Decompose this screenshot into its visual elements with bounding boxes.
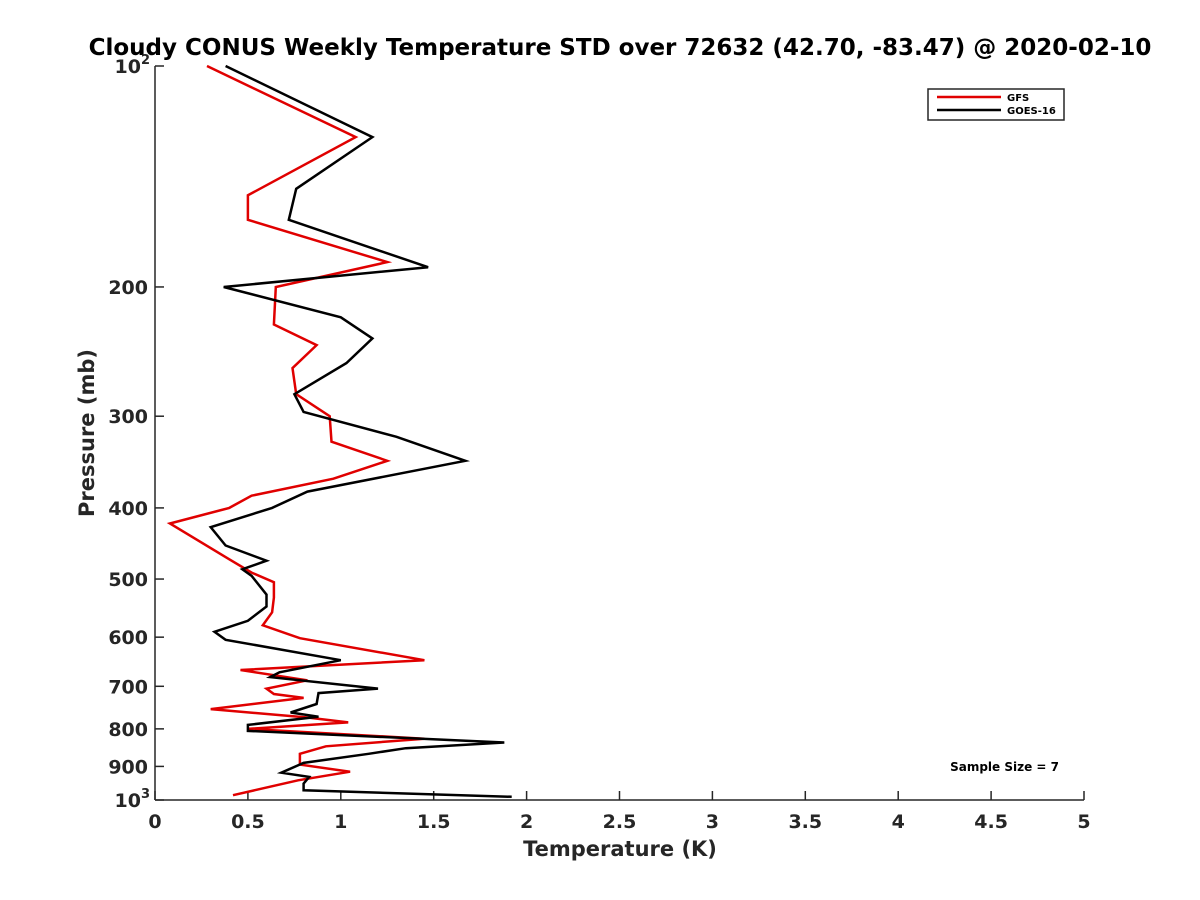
- x-tick-label: 1.5: [417, 811, 451, 833]
- legend-label: GFS: [1007, 93, 1029, 104]
- y-tick-label: 10: [115, 56, 141, 78]
- y-tick-label: 800: [108, 719, 148, 741]
- series-layer: [166, 64, 512, 799]
- legend-label: GOES-16: [1007, 106, 1056, 117]
- series-line-goes-16: [208, 64, 512, 799]
- legend-items: GFS GOES-16: [937, 93, 1056, 117]
- y-tick-label: 500: [108, 569, 148, 591]
- x-tick-label: 1: [334, 811, 347, 833]
- x-tick-label: 2: [520, 811, 533, 833]
- x-tick-label: 2.5: [603, 811, 637, 833]
- legend: GFS GOES-16: [927, 88, 1065, 121]
- y-tick-label: 700: [108, 676, 148, 698]
- x-tick-label: 4: [892, 811, 905, 833]
- legend-box: [927, 88, 1065, 121]
- y-tick-label: 900: [108, 756, 148, 778]
- y-tick-exponent: 3: [141, 787, 150, 802]
- x-tick-label: 3: [706, 811, 719, 833]
- x-axis-ticks: 0 0.5 1 1.5 2 2.5 3 3.5 4 4.5 5: [148, 791, 1091, 833]
- y-tick-label: 600: [108, 627, 148, 649]
- x-tick-label: 0: [148, 811, 161, 833]
- x-tick-label: 5: [1077, 811, 1090, 833]
- y-tick-label: 10: [115, 790, 141, 812]
- x-axis-label: Temperature (K): [523, 837, 717, 861]
- sample-size-annotation: Sample Size = 7: [950, 760, 1059, 774]
- x-tick-label: 3.5: [788, 811, 822, 833]
- y-tick-label: 400: [108, 498, 148, 520]
- x-tick-label: 0.5: [231, 811, 265, 833]
- plot-area: [155, 66, 1084, 800]
- y-tick-label: 300: [108, 406, 148, 428]
- y-tick-exponent: 2: [141, 53, 150, 68]
- x-tick-label: 4.5: [974, 811, 1008, 833]
- series-line-gfs: [166, 64, 425, 797]
- y-tick-label: 200: [108, 277, 148, 299]
- y-axis-label: Pressure (mb): [75, 349, 99, 517]
- chart-title: Cloudy CONUS Weekly Temperature STD over…: [89, 35, 1152, 61]
